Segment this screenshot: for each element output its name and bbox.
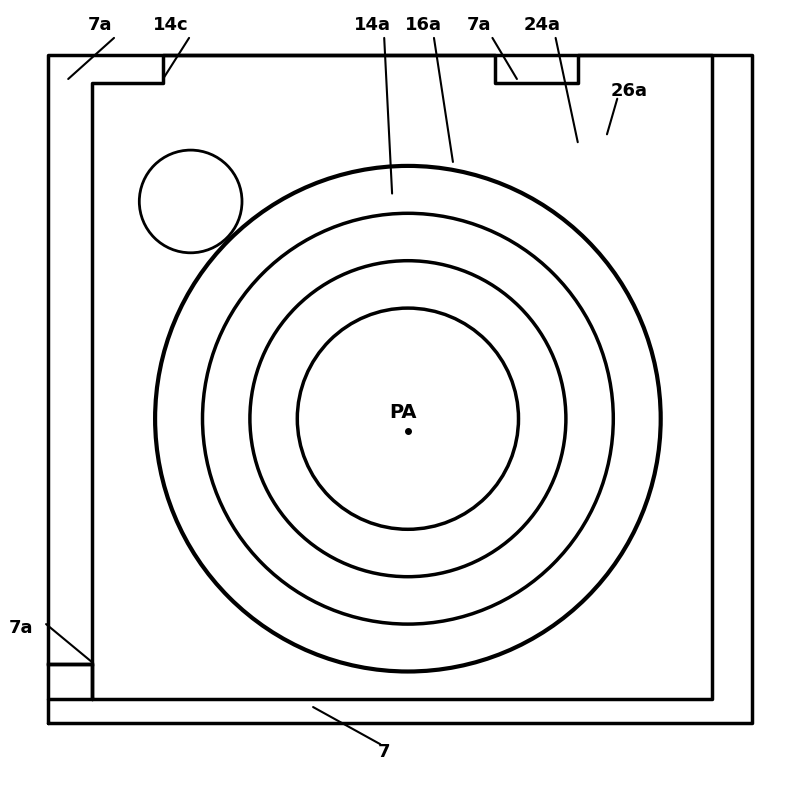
Text: 26a: 26a: [610, 82, 648, 100]
Text: PA: PA: [389, 403, 417, 422]
Text: 24a: 24a: [524, 17, 561, 34]
Text: 14c: 14c: [153, 17, 189, 34]
Text: 7a: 7a: [9, 619, 33, 637]
Text: 14a: 14a: [354, 17, 391, 34]
Text: 7a: 7a: [466, 17, 491, 34]
Text: 7a: 7a: [87, 17, 112, 34]
Text: 16a: 16a: [406, 17, 442, 34]
Text: 7: 7: [378, 743, 390, 761]
